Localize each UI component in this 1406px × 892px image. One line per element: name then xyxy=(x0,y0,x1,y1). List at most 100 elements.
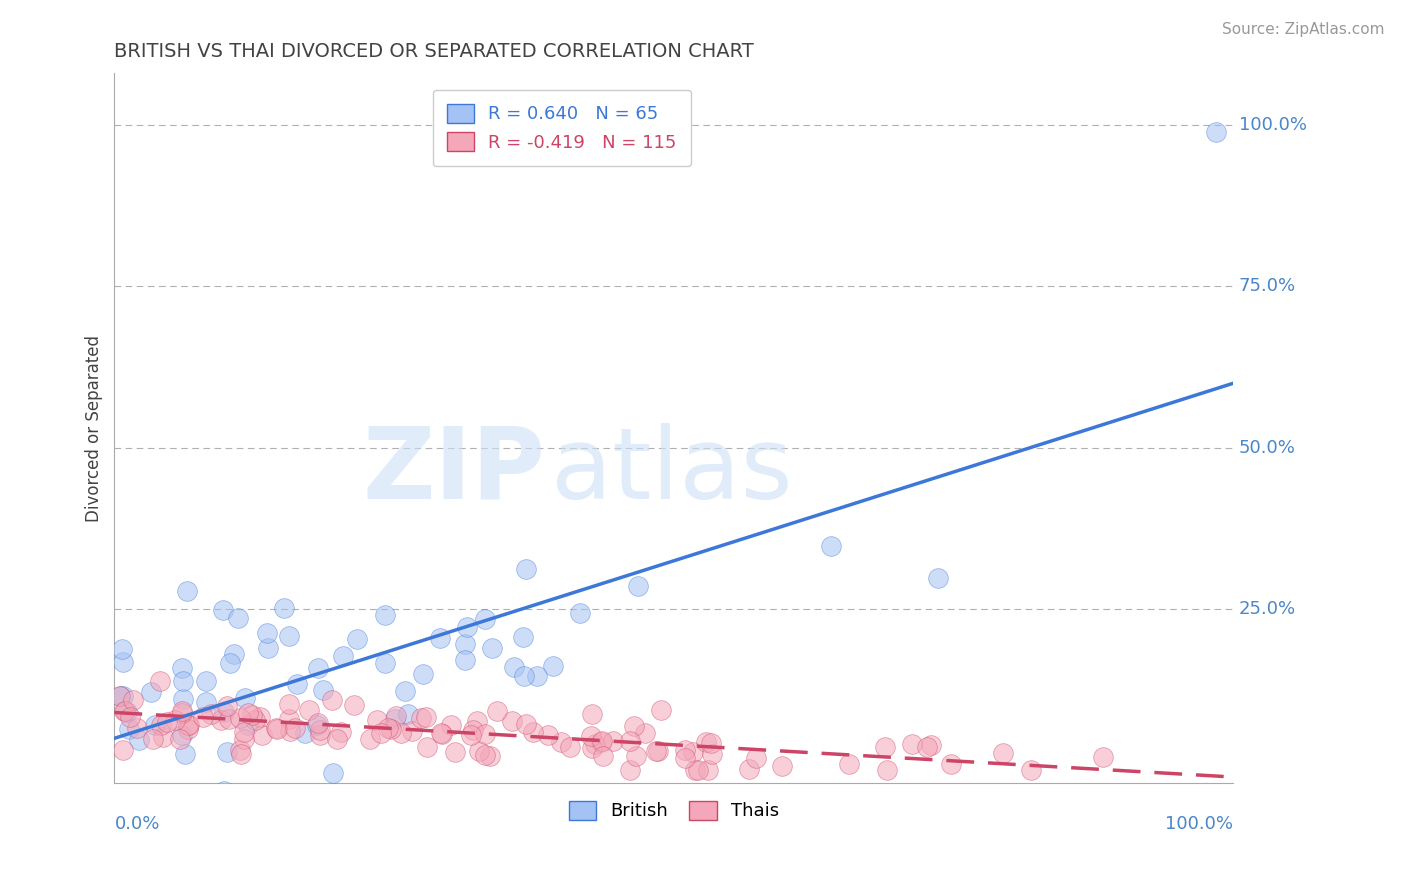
Point xyxy=(277,712,299,726)
Point xyxy=(526,669,548,683)
Point xyxy=(560,739,582,754)
Point xyxy=(478,748,501,763)
Point xyxy=(650,703,672,717)
Point xyxy=(411,711,433,725)
Point xyxy=(939,756,962,771)
Point xyxy=(619,763,641,777)
Point xyxy=(568,606,591,620)
Point xyxy=(416,739,439,754)
Point xyxy=(321,692,343,706)
Point xyxy=(170,706,193,720)
Point xyxy=(456,620,478,634)
Point xyxy=(278,697,301,711)
Point xyxy=(991,746,1014,760)
Point xyxy=(141,685,163,699)
Point xyxy=(389,726,412,740)
Point xyxy=(920,738,942,752)
Point xyxy=(176,718,198,732)
Point xyxy=(820,539,842,553)
Point xyxy=(467,744,489,758)
Point xyxy=(591,735,613,749)
Point xyxy=(217,698,239,713)
Point xyxy=(325,731,347,746)
Point xyxy=(429,632,451,646)
Point xyxy=(1092,750,1115,764)
Point xyxy=(927,571,949,585)
Point xyxy=(236,718,259,732)
Point xyxy=(700,736,723,750)
Point xyxy=(142,731,165,746)
Point xyxy=(875,739,897,754)
Point xyxy=(111,689,134,703)
Point xyxy=(430,727,453,741)
Point xyxy=(738,762,761,776)
Point xyxy=(177,722,200,736)
Point xyxy=(592,749,614,764)
Point xyxy=(200,707,222,722)
Point xyxy=(623,719,645,733)
Point xyxy=(430,726,453,740)
Point xyxy=(359,731,381,746)
Point xyxy=(647,744,669,758)
Point xyxy=(683,763,706,777)
Text: BRITISH VS THAI DIVORCED OR SEPARATED CORRELATION CHART: BRITISH VS THAI DIVORCED OR SEPARATED CO… xyxy=(114,42,754,61)
Point xyxy=(374,608,396,623)
Point xyxy=(770,759,793,773)
Point xyxy=(278,629,301,643)
Point xyxy=(125,721,148,735)
Point xyxy=(211,603,233,617)
Point xyxy=(602,734,624,748)
Point xyxy=(218,712,240,726)
Point xyxy=(581,707,603,722)
Point xyxy=(176,584,198,599)
Point xyxy=(503,660,526,674)
Point xyxy=(209,714,232,728)
Point xyxy=(745,751,768,765)
Point xyxy=(172,704,194,718)
Point xyxy=(240,708,263,723)
Point xyxy=(156,714,179,729)
Point xyxy=(366,714,388,728)
Point xyxy=(384,712,406,726)
Point xyxy=(332,649,354,664)
Point xyxy=(256,640,278,655)
Point xyxy=(702,747,724,762)
Point xyxy=(243,713,266,727)
Point xyxy=(264,721,287,735)
Point xyxy=(284,722,307,736)
Point xyxy=(224,647,246,661)
Point xyxy=(112,704,135,718)
Point xyxy=(298,703,321,717)
Point xyxy=(329,725,352,739)
Point xyxy=(467,714,489,728)
Text: Source: ZipAtlas.com: Source: ZipAtlas.com xyxy=(1222,22,1385,37)
Text: 0.0%: 0.0% xyxy=(114,815,160,833)
Point xyxy=(415,709,437,723)
Point xyxy=(195,673,218,688)
Point xyxy=(212,783,235,797)
Point xyxy=(515,562,537,576)
Point xyxy=(294,725,316,739)
Point xyxy=(118,722,141,736)
Point xyxy=(645,744,668,758)
Point xyxy=(915,739,938,754)
Point xyxy=(581,741,603,756)
Point xyxy=(380,723,402,737)
Point xyxy=(307,661,329,675)
Point xyxy=(440,718,463,732)
Point xyxy=(114,704,136,718)
Point xyxy=(522,725,544,739)
Point xyxy=(233,690,256,705)
Point xyxy=(838,757,860,772)
Point xyxy=(512,669,534,683)
Point xyxy=(370,726,392,740)
Point xyxy=(463,723,485,738)
Point xyxy=(273,600,295,615)
Point xyxy=(401,724,423,739)
Point xyxy=(115,705,138,719)
Point xyxy=(150,718,173,732)
Point xyxy=(226,611,249,625)
Point xyxy=(474,727,496,741)
Point xyxy=(307,715,329,730)
Point xyxy=(249,710,271,724)
